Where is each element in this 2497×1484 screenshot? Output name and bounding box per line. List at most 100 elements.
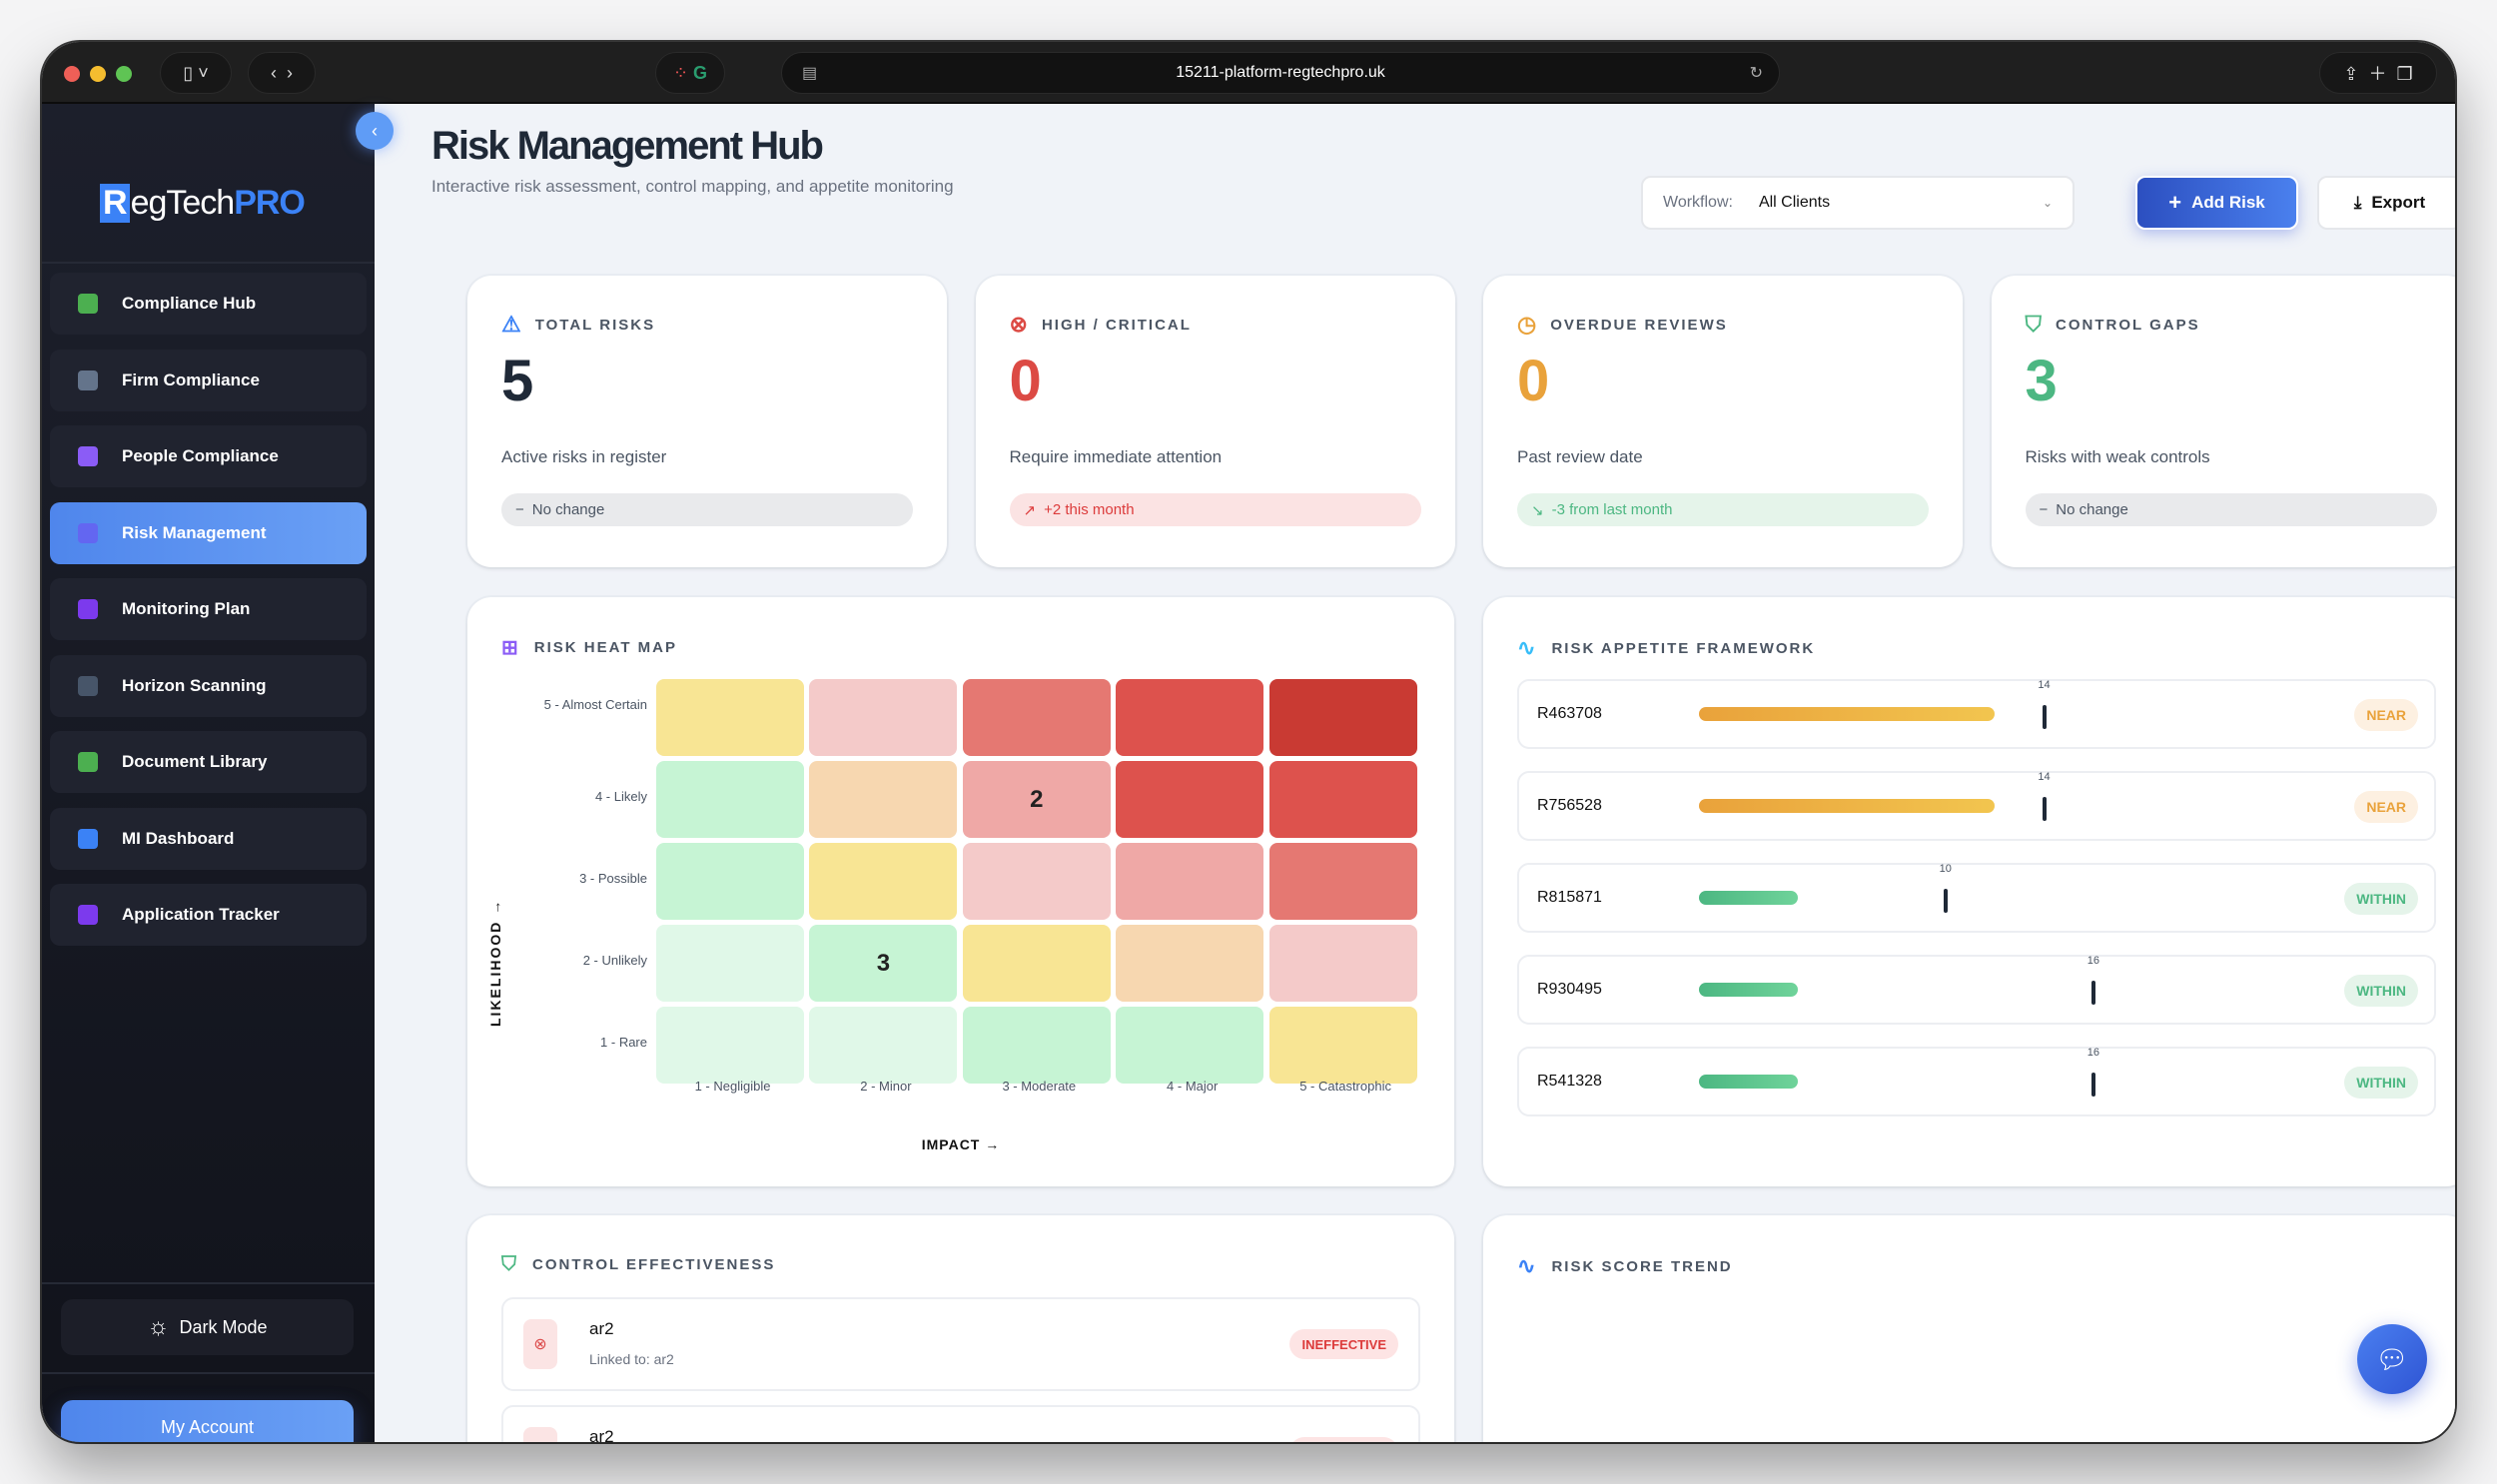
sidebar-item-mi-dashboard[interactable]: MI Dashboard bbox=[50, 807, 367, 870]
sidebar-item-label: Risk Management bbox=[122, 522, 267, 542]
workflow-select[interactable]: Workflow: All Clients ⌄ bbox=[1641, 176, 2075, 230]
maximize-window-button[interactable] bbox=[116, 66, 132, 82]
back-forward-icon[interactable]: ‹ › bbox=[248, 52, 316, 94]
heat-map-cell[interactable] bbox=[656, 925, 804, 1002]
heat-map-cell[interactable] bbox=[656, 679, 804, 756]
heat-map-cell[interactable] bbox=[1116, 761, 1264, 838]
export-button[interactable]: ⤓ Export bbox=[2317, 176, 2455, 230]
heat-map-cell[interactable] bbox=[809, 761, 958, 838]
heat-map-cell[interactable] bbox=[1116, 843, 1264, 920]
heat-map-cell[interactable] bbox=[809, 679, 958, 756]
heat-map-cell[interactable]: 3 bbox=[809, 925, 958, 1002]
heat-map-cell[interactable] bbox=[1268, 925, 1417, 1002]
heat-map-cell[interactable] bbox=[1268, 679, 1417, 756]
heat-map-cell[interactable] bbox=[962, 1007, 1111, 1084]
sidebar-item-application-tracker[interactable]: Application Tracker bbox=[50, 884, 367, 946]
sidebar-toggle-icon[interactable]: ▯ ˅ bbox=[160, 52, 232, 94]
clock-icon: ◷ bbox=[1517, 312, 1537, 337]
collapse-sidebar-button[interactable]: ‹ bbox=[356, 112, 394, 150]
add-risk-button[interactable]: + Add Risk bbox=[2135, 176, 2298, 230]
kpi-value: 5 bbox=[501, 349, 534, 413]
risk-appetite-card: ∿ RISK APPETITE FRAMEWORK R463708 14 NEAR R7… bbox=[1483, 597, 2455, 1186]
kpi-change-badge: − No change bbox=[2025, 493, 2437, 526]
appetite-row[interactable]: R463708 14 NEAR bbox=[1517, 679, 2436, 749]
threshold-value: 16 bbox=[2086, 955, 2099, 967]
heat-map-cell[interactable]: 2 bbox=[962, 761, 1111, 838]
browser-window: ▯ ˅ ‹ › ⁘ G ▤ 15211-platform-regtechpro.… bbox=[42, 42, 2455, 1442]
workflow-value: All Clients bbox=[1758, 194, 1831, 211]
heat-map-cell[interactable] bbox=[962, 925, 1111, 1002]
kpi-value: 0 bbox=[1517, 349, 1550, 413]
heat-map-cell[interactable] bbox=[656, 843, 804, 920]
appetite-row[interactable]: R541328 16 WITHIN bbox=[1517, 1047, 2436, 1116]
download-icon: ⤓ bbox=[2353, 193, 2362, 212]
sidebar-item-monitoring-plan[interactable]: Monitoring Plan bbox=[50, 578, 367, 640]
url-text: 15211-platform-regtechpro.uk bbox=[1176, 64, 1385, 81]
sidebar-item-horizon-scanning[interactable]: Horizon Scanning bbox=[50, 654, 367, 717]
browser-actions[interactable]: ⇪ ＋ ❐ bbox=[2319, 52, 2437, 94]
sidebar-item-label: People Compliance bbox=[122, 446, 279, 465]
appetite-status-badge: WITHIN bbox=[2344, 883, 2418, 915]
warning-triangle-icon: ⚠ bbox=[501, 312, 521, 337]
export-label: Export bbox=[2371, 193, 2426, 212]
control-effectiveness-card: ⛉ CONTROL EFFECTIVENESS ⊗ ar2 Linked to: ar… bbox=[467, 1215, 1454, 1442]
heat-map-cell[interactable] bbox=[1116, 1007, 1264, 1084]
reload-icon[interactable]: ↻ bbox=[1749, 65, 1763, 82]
sidebar-item-compliance-hub[interactable]: Compliance Hub bbox=[50, 273, 367, 335]
sidebar-item-label: Document Library bbox=[122, 752, 268, 771]
heat-map-cell[interactable] bbox=[1116, 679, 1264, 756]
appetite-row[interactable]: R756528 14 NEAR bbox=[1517, 771, 2436, 841]
sidebar-item-people-compliance[interactable]: People Compliance bbox=[50, 425, 367, 487]
kpi-title-label: TOTAL RISKS bbox=[534, 316, 656, 334]
my-account-button[interactable]: My Account bbox=[61, 1400, 354, 1442]
risk-id: R930495 bbox=[1537, 981, 1602, 998]
dark-mode-button[interactable]: ☼ Dark Mode bbox=[61, 1299, 354, 1355]
appetite-row[interactable]: R930495 16 WITHIN bbox=[1517, 955, 2436, 1025]
feedback-chat-button[interactable]: 💬︎ bbox=[2357, 1324, 2427, 1394]
sidebar-item-risk-management[interactable]: Risk Management bbox=[50, 501, 367, 564]
minimize-window-button[interactable] bbox=[90, 66, 106, 82]
activity-icon: ∿ bbox=[1517, 1253, 1538, 1278]
control-status-badge: INEFFECTIVE bbox=[1289, 1437, 1398, 1442]
heat-map-cell[interactable] bbox=[809, 843, 958, 920]
kpi-title: ⛉ CONTROL GAPS bbox=[2026, 312, 2200, 338]
sidebar-item-firm-compliance[interactable]: Firm Compliance bbox=[50, 349, 367, 411]
browser-titlebar: ▯ ˅ ‹ › ⁘ G ▤ 15211-platform-regtechpro.… bbox=[42, 42, 2455, 104]
close-window-button[interactable] bbox=[64, 66, 80, 82]
heat-map-cell[interactable] bbox=[1116, 925, 1264, 1002]
risk-id: R756528 bbox=[1537, 797, 1602, 814]
divider bbox=[42, 1372, 375, 1374]
kpi-change-badge: ↗ +2 this month bbox=[1009, 493, 1421, 526]
sidebar-item-label: Horizon Scanning bbox=[122, 675, 267, 695]
page-subtitle: Interactive risk assessment, control map… bbox=[431, 177, 954, 196]
appetite-status-badge: WITHIN bbox=[2344, 975, 2418, 1007]
impact-label: 3 - Moderate bbox=[1002, 1079, 1077, 1094]
heat-map-cell[interactable] bbox=[656, 761, 804, 838]
chevron-down-icon: ⌄ bbox=[2042, 196, 2053, 210]
appetite-row[interactable]: R815871 10 WITHIN bbox=[1517, 863, 2436, 933]
appetite-status-badge: NEAR bbox=[2354, 699, 2418, 731]
heat-map-cell[interactable] bbox=[1268, 843, 1417, 920]
extensions-icon[interactable]: ⁘ G bbox=[655, 52, 725, 94]
heat-map-cell[interactable] bbox=[1268, 1007, 1417, 1084]
heat-map-cell[interactable] bbox=[656, 1007, 804, 1084]
heat-map-cell[interactable] bbox=[962, 679, 1111, 756]
sidebar-item-label: MI Dashboard bbox=[122, 828, 235, 848]
heat-map-cell[interactable] bbox=[962, 843, 1111, 920]
likelihood-label: 1 - Rare bbox=[600, 1035, 647, 1050]
control-status-badge: INEFFECTIVE bbox=[1289, 1329, 1398, 1359]
sidebar-item-icon bbox=[78, 522, 98, 543]
control-name: ar2 bbox=[589, 1427, 614, 1442]
control-linked-risk: Linked to: ar2 bbox=[589, 1351, 674, 1367]
sidebar-item-icon bbox=[78, 599, 98, 619]
address-bar[interactable]: ▤ 15211-platform-regtechpro.uk ↻ bbox=[781, 52, 1780, 94]
sidebar-item-document-library[interactable]: Document Library bbox=[50, 731, 367, 793]
card-title: RISK SCORE TREND bbox=[1551, 1257, 1733, 1275]
heat-map-cell[interactable] bbox=[1268, 761, 1417, 838]
likelihood-axis-label: LIKELIHOOD → bbox=[487, 898, 503, 1027]
heat-map-cell[interactable] bbox=[809, 1007, 958, 1084]
